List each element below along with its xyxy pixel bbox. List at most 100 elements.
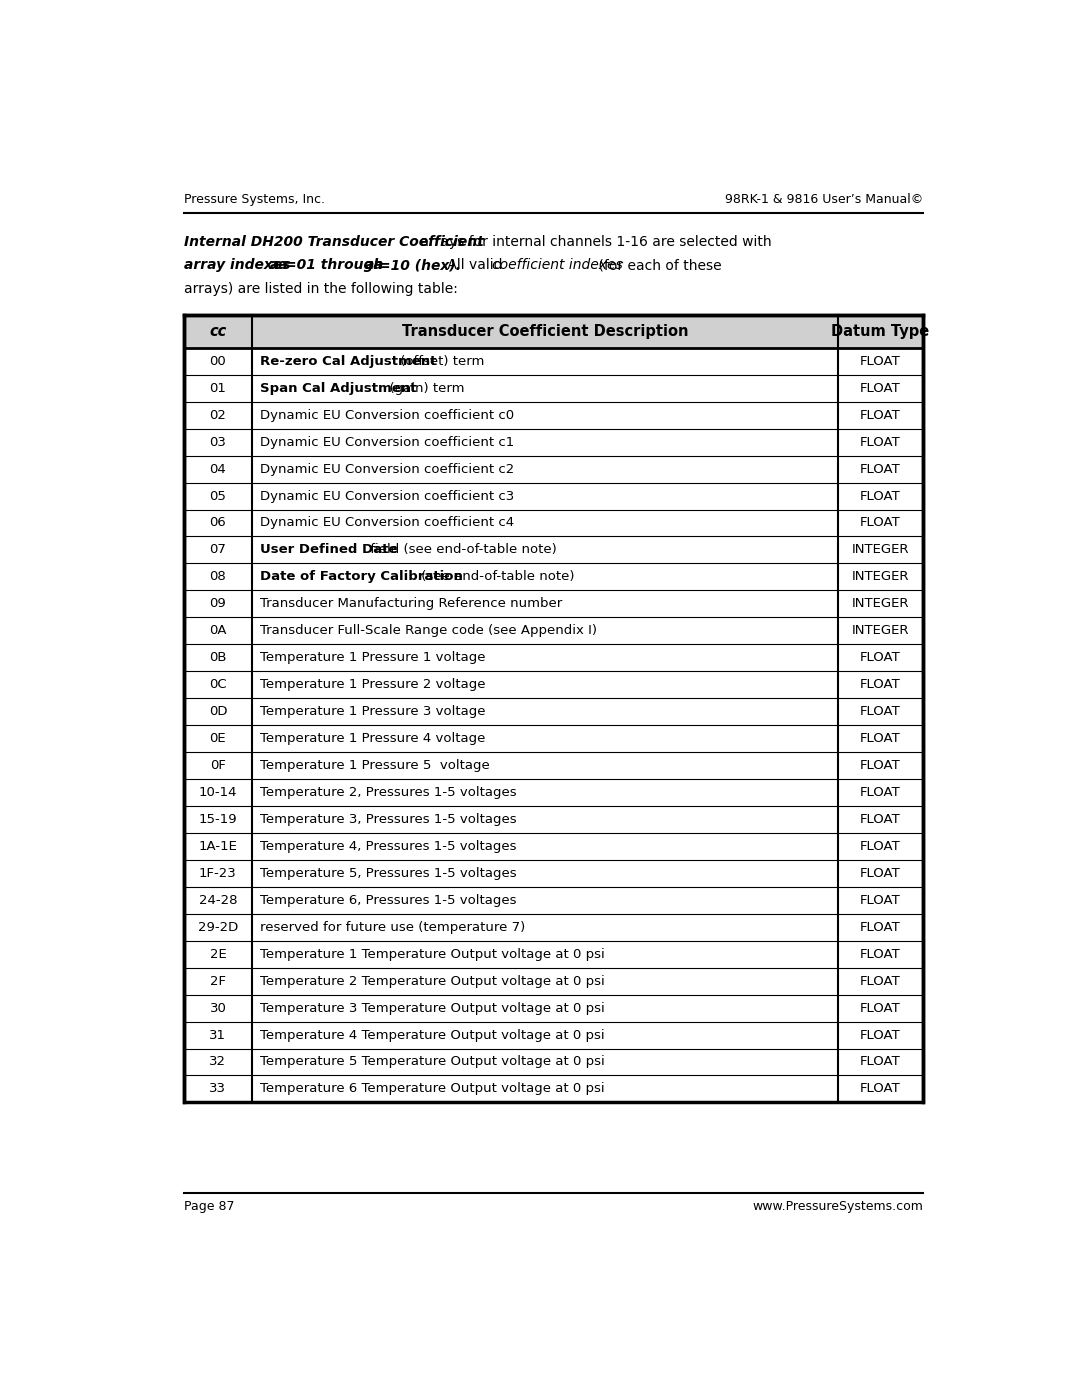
Text: 0F: 0F (210, 759, 226, 773)
Text: Temperature 6, Pressures 1-5 voltages: Temperature 6, Pressures 1-5 voltages (260, 894, 516, 907)
Text: 0E: 0E (210, 732, 226, 745)
Text: Dynamic EU Conversion coefficient c0: Dynamic EU Conversion coefficient c0 (260, 409, 514, 422)
Text: array indexes: array indexes (184, 258, 295, 272)
Text: (see end-of-table note): (see end-of-table note) (417, 570, 575, 584)
Text: FLOAT: FLOAT (860, 1002, 901, 1014)
Text: 02: 02 (210, 409, 227, 422)
Text: Temperature 1 Pressure 4 voltage: Temperature 1 Pressure 4 voltage (260, 732, 485, 745)
Bar (184, 316, 923, 348)
Text: 08: 08 (210, 570, 227, 584)
Text: 2E: 2E (210, 947, 227, 961)
Text: FLOAT: FLOAT (860, 381, 901, 395)
Text: 0A: 0A (210, 624, 227, 637)
Text: Temperature 1 Temperature Output voltage at 0 psi: Temperature 1 Temperature Output voltage… (260, 947, 605, 961)
Text: Temperature 2 Temperature Output voltage at 0 psi: Temperature 2 Temperature Output voltage… (260, 975, 605, 988)
Text: (gain) term: (gain) term (381, 381, 464, 395)
Text: INTEGER: INTEGER (852, 598, 909, 610)
Text: Transducer Coefficient Description: Transducer Coefficient Description (402, 324, 688, 339)
Text: arrays for internal channels 1-16 are selected with: arrays for internal channels 1-16 are se… (416, 235, 772, 249)
Text: Internal DH200 Transducer Coefficient: Internal DH200 Transducer Coefficient (184, 235, 484, 249)
Text: 01: 01 (210, 381, 227, 395)
Text: aa: aa (270, 258, 288, 272)
Text: Temperature 1 Pressure 1 voltage: Temperature 1 Pressure 1 voltage (260, 651, 485, 664)
Text: 30: 30 (210, 1002, 227, 1014)
Text: Temperature 3 Temperature Output voltage at 0 psi: Temperature 3 Temperature Output voltage… (260, 1002, 605, 1014)
Text: Temperature 5 Temperature Output voltage at 0 psi: Temperature 5 Temperature Output voltage… (260, 1056, 605, 1069)
Text: 1F-23: 1F-23 (199, 868, 237, 880)
Text: FLOAT: FLOAT (860, 921, 901, 933)
Text: =10 (hex).: =10 (hex). (379, 258, 461, 272)
Text: reserved for future use (temperature 7): reserved for future use (temperature 7) (260, 921, 525, 933)
Text: Dynamic EU Conversion coefficient c2: Dynamic EU Conversion coefficient c2 (260, 462, 514, 475)
Text: 24-28: 24-28 (199, 894, 238, 907)
Text: Temperature 1 Pressure 2 voltage: Temperature 1 Pressure 2 voltage (260, 678, 485, 692)
Text: 0C: 0C (210, 678, 227, 692)
Text: 00: 00 (210, 355, 227, 367)
Text: 04: 04 (210, 462, 227, 475)
Text: FLOAT: FLOAT (860, 894, 901, 907)
Text: Temperature 6 Temperature Output voltage at 0 psi: Temperature 6 Temperature Output voltage… (260, 1083, 605, 1095)
Text: 09: 09 (210, 598, 227, 610)
Text: Date of Factory Calibration: Date of Factory Calibration (260, 570, 462, 584)
Text: FLOAT: FLOAT (860, 947, 901, 961)
Text: All valid: All valid (443, 258, 507, 272)
Text: field (see end-of-table note): field (see end-of-table note) (366, 543, 557, 556)
Text: cc: cc (210, 324, 227, 339)
Text: Temperature 1 Pressure 3 voltage: Temperature 1 Pressure 3 voltage (260, 705, 485, 718)
Text: FLOAT: FLOAT (860, 678, 901, 692)
Text: 05: 05 (210, 489, 227, 503)
Text: Dynamic EU Conversion coefficient c3: Dynamic EU Conversion coefficient c3 (260, 489, 514, 503)
Text: FLOAT: FLOAT (860, 651, 901, 664)
Text: FLOAT: FLOAT (860, 1056, 901, 1069)
Text: INTEGER: INTEGER (852, 570, 909, 584)
Text: Datum Type: Datum Type (832, 324, 930, 339)
Text: FLOAT: FLOAT (860, 787, 901, 799)
Text: FLOAT: FLOAT (860, 462, 901, 475)
Text: Re-zero Cal Adjustment: Re-zero Cal Adjustment (260, 355, 436, 367)
Text: Temperature 3, Pressures 1-5 voltages: Temperature 3, Pressures 1-5 voltages (260, 813, 516, 826)
Text: aa: aa (365, 258, 383, 272)
Text: Span Cal Adjustment: Span Cal Adjustment (260, 381, 416, 395)
Text: 1A-1E: 1A-1E (199, 840, 238, 854)
Text: Dynamic EU Conversion coefficient c1: Dynamic EU Conversion coefficient c1 (260, 436, 514, 448)
Text: INTEGER: INTEGER (852, 624, 909, 637)
Text: (for each of these: (for each of these (594, 258, 721, 272)
Text: Temperature 1 Pressure 5  voltage: Temperature 1 Pressure 5 voltage (260, 759, 489, 773)
Text: FLOAT: FLOAT (860, 1083, 901, 1095)
Text: 07: 07 (210, 543, 227, 556)
Text: FLOAT: FLOAT (860, 705, 901, 718)
Text: 98RK-1 & 9816 User’s Manual©: 98RK-1 & 9816 User’s Manual© (725, 193, 923, 207)
Text: FLOAT: FLOAT (860, 517, 901, 529)
Text: FLOAT: FLOAT (860, 1028, 901, 1042)
Text: FLOAT: FLOAT (860, 732, 901, 745)
Text: 06: 06 (210, 517, 227, 529)
Text: (offset) term: (offset) term (396, 355, 485, 367)
Text: User Defined Date: User Defined Date (260, 543, 397, 556)
Text: 32: 32 (210, 1056, 227, 1069)
Text: Transducer Full-Scale Range code (see Appendix I): Transducer Full-Scale Range code (see Ap… (260, 624, 597, 637)
Text: FLOAT: FLOAT (860, 975, 901, 988)
Text: Temperature 5, Pressures 1-5 voltages: Temperature 5, Pressures 1-5 voltages (260, 868, 516, 880)
Text: www.PressureSystems.com: www.PressureSystems.com (753, 1200, 923, 1213)
Text: Temperature 4 Temperature Output voltage at 0 psi: Temperature 4 Temperature Output voltage… (260, 1028, 605, 1042)
Text: =01 through: =01 through (285, 258, 388, 272)
Text: 29-2D: 29-2D (198, 921, 238, 933)
Text: Transducer Manufacturing Reference number: Transducer Manufacturing Reference numbe… (260, 598, 562, 610)
Text: 0D: 0D (208, 705, 227, 718)
Text: arrays) are listed in the following table:: arrays) are listed in the following tabl… (184, 282, 458, 296)
Text: 31: 31 (210, 1028, 227, 1042)
Bar (184, 316, 923, 1102)
Text: Page 87: Page 87 (184, 1200, 234, 1213)
Text: 2F: 2F (210, 975, 226, 988)
Text: FLOAT: FLOAT (860, 813, 901, 826)
Text: 10-14: 10-14 (199, 787, 238, 799)
Text: 0B: 0B (210, 651, 227, 664)
Text: FLOAT: FLOAT (860, 840, 901, 854)
Text: 33: 33 (210, 1083, 227, 1095)
Text: FLOAT: FLOAT (860, 489, 901, 503)
Text: Pressure Systems, Inc.: Pressure Systems, Inc. (184, 193, 325, 207)
Text: FLOAT: FLOAT (860, 436, 901, 448)
Text: FLOAT: FLOAT (860, 409, 901, 422)
Text: coefficient indexes: coefficient indexes (492, 258, 623, 272)
Text: 03: 03 (210, 436, 227, 448)
